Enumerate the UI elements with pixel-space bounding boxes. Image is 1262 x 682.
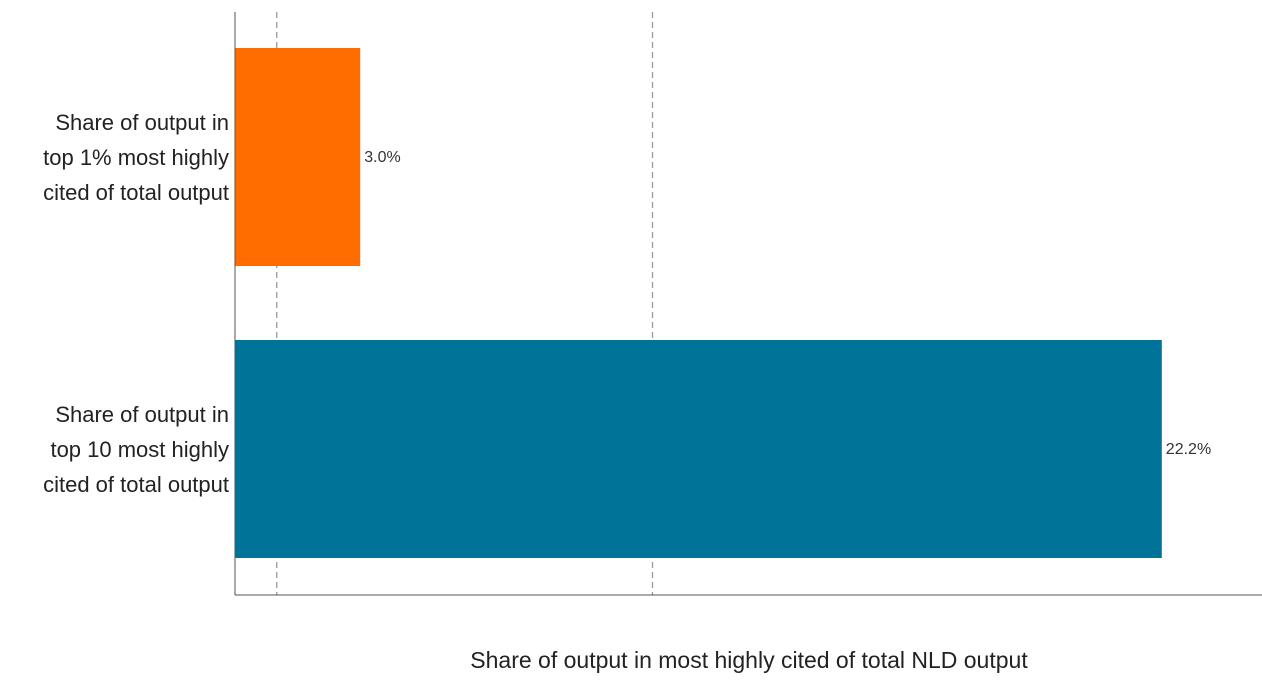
category-label-line: Share of output in (55, 110, 229, 135)
value-label-2: 22.2% (1166, 441, 1211, 458)
value-labels: 3.0% 22.2% (364, 149, 1211, 458)
bar-1 (235, 48, 361, 266)
category-label-1: Share of output in top 1% most highly cite… (43, 110, 229, 205)
category-label-2: Share of output in top 10 most highly cite… (43, 402, 229, 497)
x-axis-title: Share of output in most highly cited of … (470, 647, 1028, 673)
category-label-line: cited of total output (43, 472, 229, 497)
axes (234, 12, 1262, 596)
category-label-line: cited of total output (43, 180, 229, 205)
category-label-line: Share of output in (55, 402, 229, 427)
bar-2 (235, 340, 1162, 558)
category-label-line: top 10 most highly (50, 437, 229, 462)
bars (235, 48, 1162, 558)
value-label-1: 3.0% (364, 149, 400, 166)
category-label-line: top 1% most highly (43, 145, 229, 170)
category-labels: Share of output in top 1% most highly cite… (43, 110, 229, 497)
